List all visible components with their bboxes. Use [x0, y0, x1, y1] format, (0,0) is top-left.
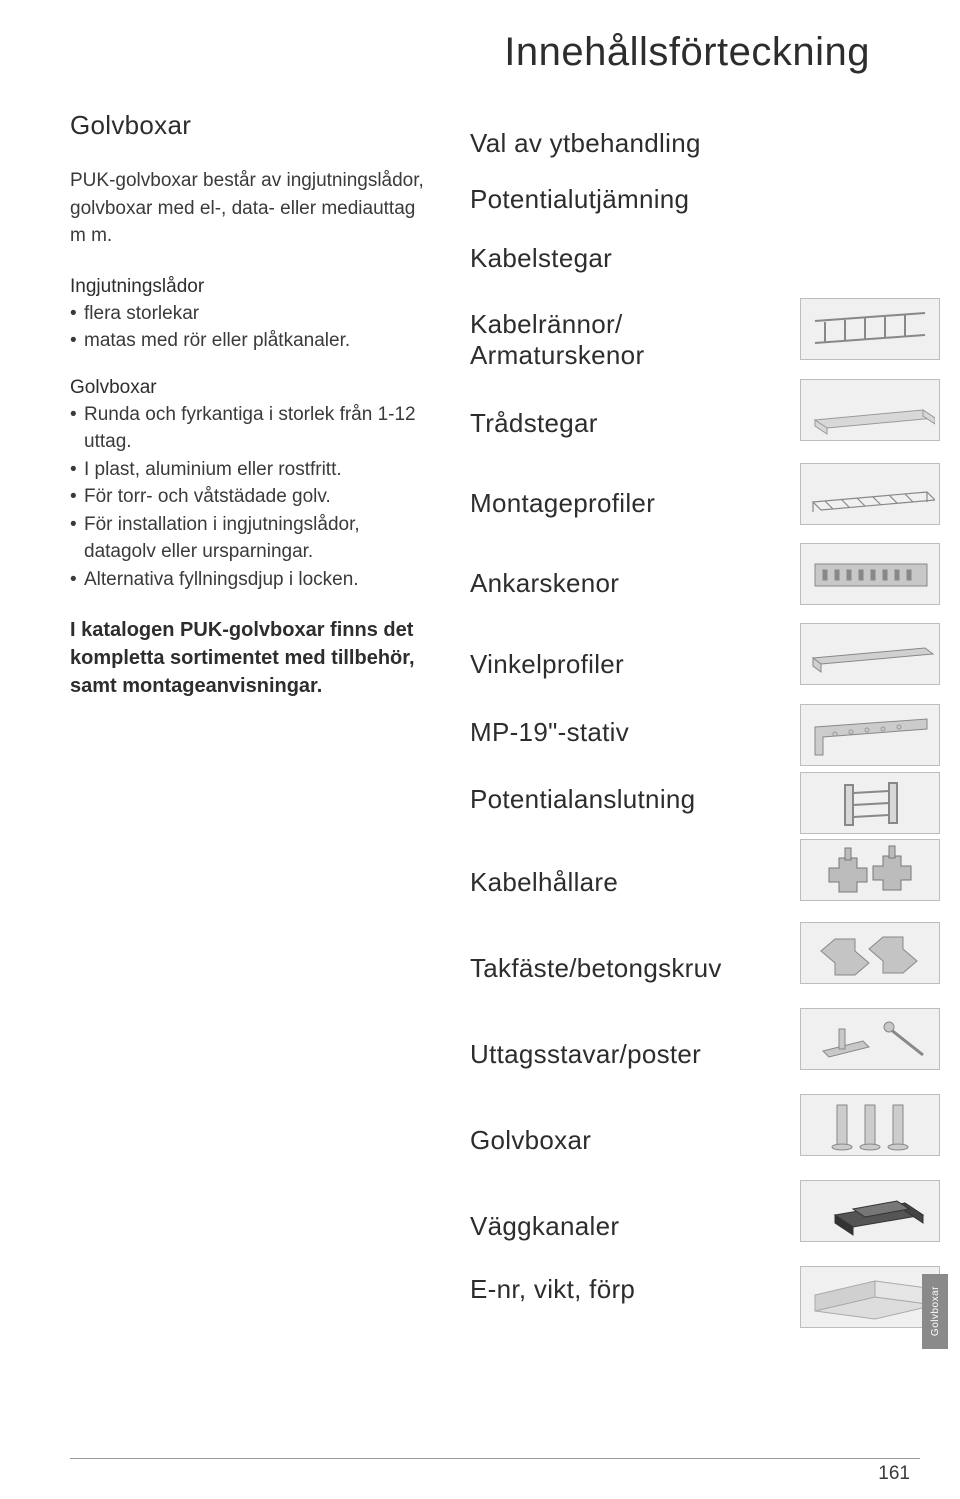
subhead-golvboxar: Golvboxar	[70, 377, 430, 399]
side-tab-label: Golvboxar	[930, 1286, 941, 1336]
page-number: 161	[878, 1463, 910, 1484]
holder-icon	[800, 922, 940, 984]
toc-row: Potentialutjämning	[470, 178, 760, 222]
toc-thumb-row	[800, 1082, 940, 1168]
toc-label: E-nr, vikt, förp	[470, 1274, 635, 1305]
ladder-icon	[800, 298, 940, 360]
bullet-item: Runda och fyrkantiga i storlek från 1-12…	[70, 401, 430, 456]
toc-label: Takfäste/betongskruv	[470, 953, 722, 984]
toc-thumb-row	[800, 454, 940, 534]
angle-icon	[800, 704, 940, 766]
toc-thumb-row	[800, 292, 940, 366]
page-title: Innehållsförteckning	[70, 30, 870, 75]
bullet-item: För torr- och våtstädade golv.	[70, 483, 430, 511]
toc-thumb-row	[800, 534, 940, 614]
floorbox-icon	[800, 1180, 940, 1242]
toc-label: Potentialanslutning	[470, 784, 695, 815]
toc-label: Ankarskenor	[470, 568, 619, 599]
toc-thumb-row	[800, 248, 940, 292]
page-footer: 161	[70, 1458, 920, 1485]
poles-icon	[800, 1094, 940, 1156]
toc-row: Val av ytbehandling	[470, 110, 760, 178]
toc-label: Kabelhållare	[470, 867, 618, 898]
tray-icon	[800, 379, 940, 441]
toc-thumb-row	[800, 910, 940, 996]
subhead-ingjutningslador: Ingjutningslådor	[70, 276, 430, 298]
toc-label: Uttagsstavar/poster	[470, 1039, 701, 1070]
toc-label: Kabelrännor/Armaturskenor	[470, 309, 644, 371]
toc-label: Golvboxar	[470, 1125, 591, 1156]
toc-thumb-row	[800, 830, 940, 910]
ceiling-icon	[800, 1008, 940, 1070]
toc-row: Takfäste/betongskruv	[470, 926, 760, 1012]
toc-label: Montageprofiler	[470, 488, 655, 519]
side-tab: Golvboxar	[922, 1274, 948, 1349]
toc-row: Väggkanaler	[470, 1184, 760, 1270]
toc-label: Vinkelprofiler	[470, 649, 624, 680]
toc-thumb-row	[800, 694, 940, 776]
rack-icon	[800, 772, 940, 834]
bullet-item: Alternativa fyllningsdjup i locken.	[70, 566, 430, 594]
toc-label: Kabelstegar	[470, 243, 612, 274]
wallduct-icon	[800, 1266, 940, 1328]
left-heading: Golvboxar	[70, 110, 430, 141]
bullet-list-1: flera storlekarmatas med rör eller plåtk…	[70, 300, 430, 355]
mountprofile-icon	[800, 543, 940, 605]
toc-thumb-row	[800, 180, 940, 248]
toc-row: Trådstegar	[470, 384, 760, 464]
document-page: Innehållsförteckning Golvboxar PUK-golvb…	[0, 0, 960, 1499]
toc-labels-column: Val av ytbehandling Potentialutjämning Kab…	[470, 110, 760, 1380]
toc-row: Kabelrännor/Armaturskenor	[470, 296, 760, 384]
bullet-item: I plast, aluminium eller rostfritt.	[70, 456, 430, 484]
intro-paragraph: PUK-golvboxar består av ingjutnings­lådo…	[70, 167, 430, 250]
toc-row: Ankarskenor	[470, 544, 760, 624]
left-column: Golvboxar PUK-golvboxar består av ingjut…	[70, 110, 430, 1380]
toc-row: MP-19"-stativ	[470, 706, 760, 760]
bullet-item: För installation i ingjutningslå­dor, da…	[70, 511, 430, 566]
toc-row: Kabelhållare	[470, 840, 760, 926]
bullet-list-2: Runda och fyrkantiga i storlek från 1-12…	[70, 401, 430, 594]
toc-thumb-row	[800, 996, 940, 1082]
toc-thumb-row	[800, 776, 940, 830]
toc-row: Montageprofiler	[470, 464, 760, 544]
toc-thumb-row	[800, 614, 940, 694]
toc-thumb-row	[800, 1340, 940, 1380]
toc-label: Potentialutjämning	[470, 184, 689, 215]
toc-thumb-row	[800, 366, 940, 454]
wiretray-icon	[800, 463, 940, 525]
toc-thumb-row	[800, 1254, 940, 1340]
toc-label: Trådstegar	[470, 408, 598, 439]
toc-row: Uttagsstavar/poster	[470, 1012, 760, 1098]
bullet-item: matas med rör eller plåtkanaler.	[70, 327, 430, 355]
toc-row: Golvboxar	[470, 1098, 760, 1184]
toc-row: E-nr, vikt, förp	[470, 1270, 760, 1310]
toc-thumb-row	[800, 1168, 940, 1254]
clamp-icon	[800, 839, 940, 901]
toc-label: Val av ytbehandling	[470, 128, 701, 159]
toc-thumbs-column	[800, 110, 940, 1380]
toc-row: Potentialanslutning	[470, 760, 760, 840]
anchor-icon	[800, 623, 940, 685]
content-columns: Golvboxar PUK-golvboxar består av ingjut…	[70, 110, 920, 1380]
bullet-item: flera storlekar	[70, 300, 430, 328]
catalog-note: I katalogen PUK-golvboxar finns det komp…	[70, 616, 430, 700]
toc-label: MP-19"-stativ	[470, 717, 629, 748]
toc-row: Vinkelprofiler	[470, 624, 760, 706]
toc-label: Väggkanaler	[470, 1211, 619, 1242]
toc-row: Kabelstegar	[470, 222, 760, 296]
